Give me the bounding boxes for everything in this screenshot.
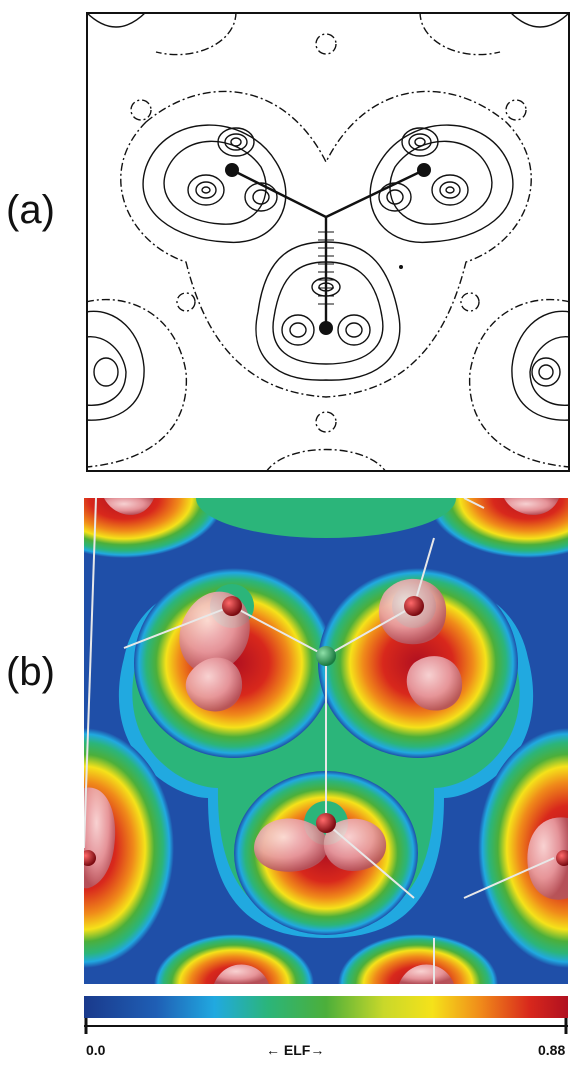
colorbar-title: ← ELF→ bbox=[266, 1042, 324, 1058]
panel-a-label: (a) bbox=[6, 188, 55, 233]
contour-plot bbox=[86, 12, 570, 472]
panel-b-label: (b) bbox=[6, 650, 55, 695]
colorbar-axis bbox=[84, 1018, 568, 1036]
colorbar-min-label: 0.0 bbox=[86, 1042, 105, 1058]
elf-map bbox=[84, 498, 568, 984]
colorbar-max-label: 0.88 bbox=[538, 1042, 565, 1058]
elf-colorbar bbox=[84, 996, 568, 1018]
